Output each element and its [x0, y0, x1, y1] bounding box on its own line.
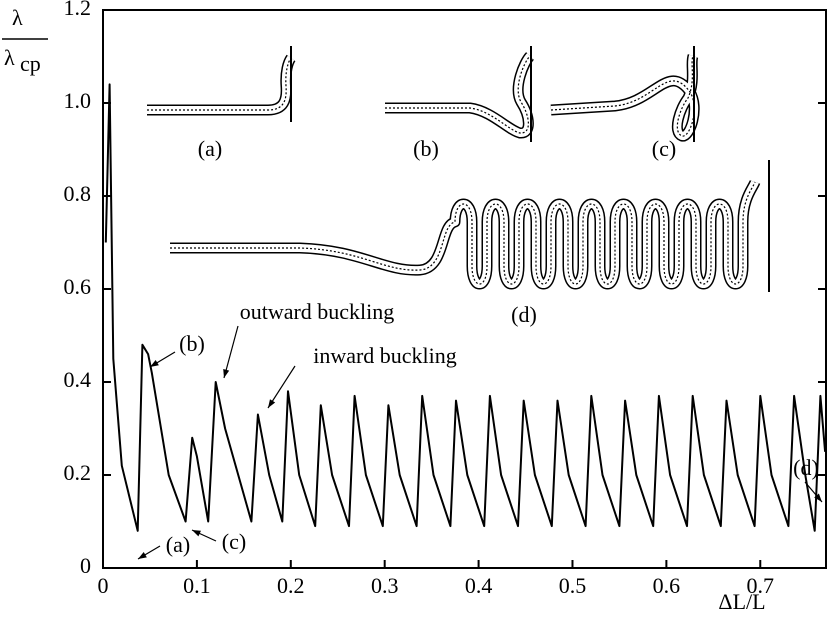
annotation: (b) — [179, 331, 205, 356]
y-tick-label: 0.4 — [64, 367, 92, 392]
x-label: ΔL/L — [718, 589, 765, 614]
insets — [147, 52, 761, 290]
annotation: (c) — [222, 529, 246, 554]
annotation: (d) — [793, 455, 819, 480]
x-tick-label: 0.7 — [747, 573, 775, 598]
inset-label: (b) — [413, 136, 439, 161]
x-tick-label: 0.4 — [465, 573, 493, 598]
arrow-head — [268, 399, 276, 408]
tube — [550, 54, 700, 142]
y-tick-label: 1.2 — [64, 0, 92, 20]
data-line — [104, 83, 827, 532]
tube — [147, 55, 295, 114]
y-tick-label: 1.0 — [64, 88, 92, 113]
arrow-head — [814, 493, 822, 502]
arrow-head — [150, 360, 159, 367]
annotation-arrow — [223, 325, 239, 379]
x-tick-label: 0.1 — [183, 573, 211, 598]
tube — [170, 180, 759, 288]
arrow-head — [192, 530, 201, 537]
y-tick-label: 0.8 — [64, 181, 92, 206]
arrow-head — [223, 369, 230, 378]
x-tick-label: 0.6 — [653, 573, 681, 598]
y-tick-label: 0.2 — [64, 460, 92, 485]
inset-label: (d) — [511, 302, 537, 327]
y-label-numerator: λ — [12, 5, 23, 30]
y-tick-label: 0 — [80, 553, 91, 578]
inset-label: (c) — [652, 136, 676, 161]
x-tick-label: 0.2 — [277, 573, 305, 598]
tube — [147, 54, 296, 116]
y-label-subscript: cp — [20, 51, 41, 76]
arrow-head — [138, 552, 147, 559]
x-tick-label: 0 — [98, 573, 109, 598]
x-tick-label: 0.3 — [371, 573, 399, 598]
annotation: (a) — [166, 532, 190, 557]
tube — [147, 57, 292, 111]
annotation: inward buckling — [313, 343, 457, 368]
y-label-denominator: λ — [4, 45, 15, 70]
annotation: outward buckling — [240, 299, 395, 324]
tube — [550, 54, 699, 140]
inset-label: (a) — [198, 136, 222, 161]
tube — [385, 52, 535, 139]
plot-frame — [102, 9, 827, 569]
tube — [385, 55, 531, 134]
y-tick-label: 0.6 — [64, 274, 92, 299]
x-tick-label: 0.5 — [559, 573, 587, 598]
